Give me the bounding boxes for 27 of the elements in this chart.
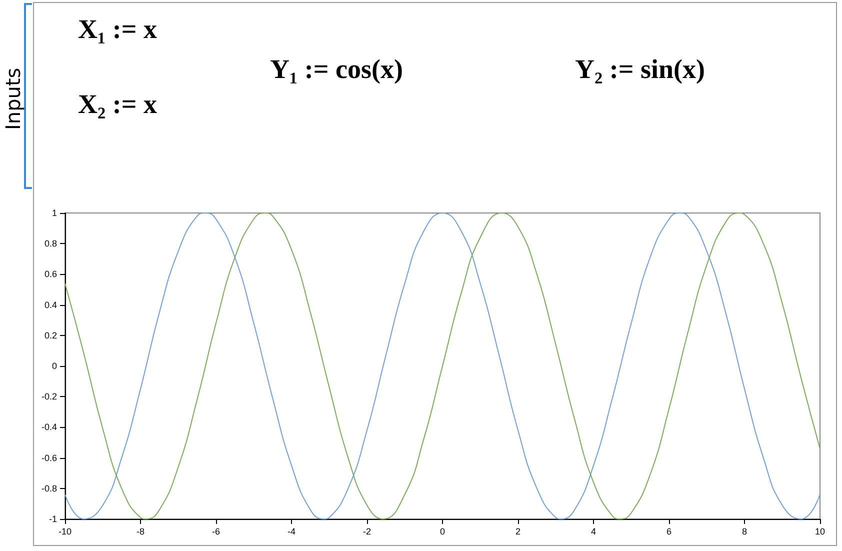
y-tick-label: 0 xyxy=(52,361,57,371)
x-tick-label: -4 xyxy=(287,526,296,536)
y-tick-label: 0.2 xyxy=(44,330,57,340)
y-tick-label: 0.6 xyxy=(44,269,57,280)
x-tick-label: -2 xyxy=(362,526,372,536)
text: Y₁ := cos(x) xyxy=(270,54,403,85)
text: X₂ := x xyxy=(78,89,157,120)
y-tick-label: 1 xyxy=(52,208,57,218)
x-tick-label: 8 xyxy=(742,526,748,536)
y-tick-label: 0.8 xyxy=(44,238,57,249)
x-tick-label: 2 xyxy=(515,526,521,536)
y-tick-label: -0.8 xyxy=(41,483,57,494)
x-tick-label: 10 xyxy=(814,526,826,536)
text: Y₂ := sin(x) xyxy=(575,54,705,85)
x-tick-label: 0 xyxy=(440,526,446,536)
text: X₁ := x xyxy=(78,14,157,45)
y-tick-label: -1 xyxy=(48,514,57,524)
y-tick-label: -0.4 xyxy=(41,422,57,432)
x-tick-label: -6 xyxy=(212,526,220,536)
y-tick-label: 0.4 xyxy=(44,300,57,310)
x-tick-label: -10 xyxy=(58,526,72,536)
text: Inputs xyxy=(1,68,25,130)
x-tick-label: 6 xyxy=(666,526,672,536)
y-tick-label: -0.6 xyxy=(41,452,57,463)
x-tick-label: -8 xyxy=(136,526,145,536)
y-tick-label: -0.2 xyxy=(41,392,57,402)
x-tick-label: 4 xyxy=(590,526,596,536)
